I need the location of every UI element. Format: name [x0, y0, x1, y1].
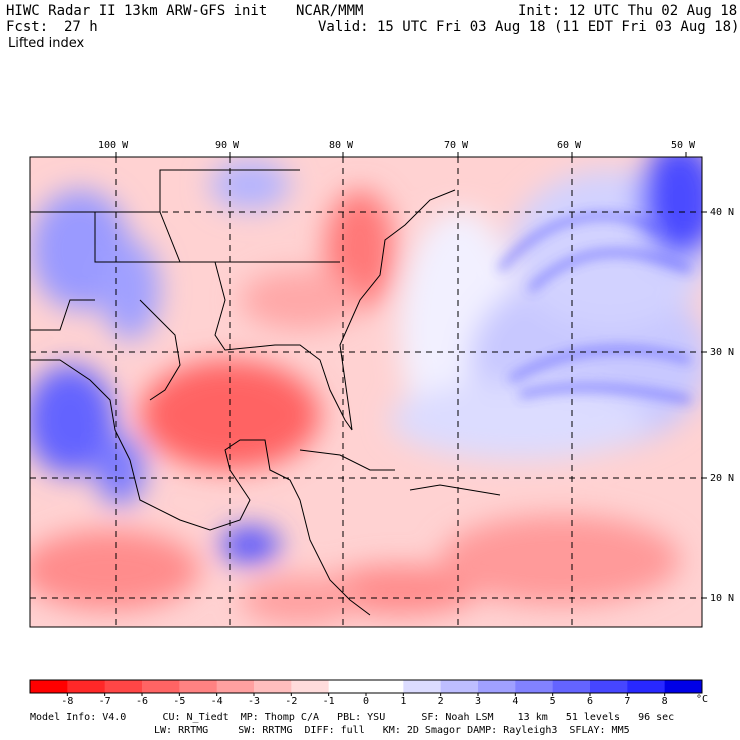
- field-name: Lifted index: [8, 36, 85, 51]
- colorbar-level-label: -5: [173, 696, 186, 707]
- lon-label: 90 W: [215, 140, 240, 151]
- shaded-field: [30, 157, 702, 627]
- colorbar-segment: [366, 680, 404, 693]
- colorbar-level-label: 6: [586, 696, 594, 707]
- colorbar-level-label: -3: [247, 696, 261, 707]
- lat-label: 30 N: [710, 347, 735, 358]
- colorbar-segment: [515, 680, 554, 693]
- model-info-line1: Model Info: V4.0 CU: N_Tiedt MP: Thomp C…: [30, 712, 675, 723]
- lon-label: 70 W: [444, 140, 469, 151]
- lon-label: 50 W: [671, 140, 696, 151]
- colorbar-segment: [179, 680, 218, 693]
- lat-label: 40 N: [710, 207, 735, 218]
- colorbar-segment: [216, 680, 255, 693]
- lat-label: 20 N: [710, 473, 735, 484]
- colorbar-level-label: -1: [322, 696, 335, 707]
- model-title: HIWC Radar II 13km ARW-GFS init: [6, 3, 268, 19]
- colorbar-level-label: 4: [512, 696, 519, 707]
- colorbar-level-label: 5: [549, 696, 556, 707]
- colorbar: [29, 679, 703, 696]
- colorbar-segment: [664, 680, 703, 693]
- colorbar-level-label: 2: [437, 696, 444, 707]
- colorbar-level-label: 3: [474, 696, 482, 707]
- colorbar-level-label: -7: [98, 696, 111, 707]
- colorbar-segment: [552, 680, 591, 693]
- map-frame: [29, 156, 703, 628]
- model-info-line2: LW: RRTMG SW: RRTMG DIFF: full KM: 2D Sm…: [154, 725, 630, 736]
- colorbar-segment: [403, 680, 442, 693]
- colorbar-segment: [254, 680, 292, 693]
- colorbar-unit: °C: [695, 694, 709, 705]
- colorbar-level-label: 1: [400, 696, 407, 707]
- coastlines: [30, 169, 501, 616]
- colorbar-segment: [590, 680, 628, 693]
- valid-time: Valid: 15 UTC Fri 03 Aug 18 (11 EDT Fri …: [318, 19, 740, 35]
- colorbar-level-label: 7: [624, 696, 631, 707]
- colorbar-segment: [142, 680, 180, 693]
- colorbar-level-label: 0: [362, 696, 370, 707]
- colorbar-segment: [67, 680, 106, 693]
- colorbar-segment: [328, 680, 367, 693]
- forecast-label: Fcst:: [6, 19, 49, 35]
- colorbar-segment: [30, 680, 68, 693]
- lat-lon-grid: [30, 157, 702, 627]
- colorbar-level-label: -6: [135, 696, 149, 707]
- colorbar-level-label: -8: [61, 696, 74, 707]
- lon-label: 100 W: [98, 140, 129, 151]
- lat-label: 10 N: [710, 593, 735, 604]
- forecast-hour: 27 h: [64, 19, 98, 35]
- org-label: NCAR/MMM: [296, 3, 364, 19]
- colorbar-level-label: -4: [210, 696, 223, 707]
- colorbar-segment: [440, 680, 479, 693]
- lon-label: 60 W: [557, 140, 582, 151]
- colorbar-level-label: -2: [285, 696, 298, 707]
- init-time: Init: 12 UTC Thu 02 Aug 18: [518, 3, 738, 19]
- colorbar-segment: [104, 680, 143, 693]
- axis-ticks: [115, 152, 707, 599]
- colorbar-segment: [627, 680, 666, 693]
- lon-label: 80 W: [329, 140, 354, 151]
- colorbar-segment: [291, 680, 330, 693]
- colorbar-segment: [478, 680, 516, 693]
- colorbar-level-label: 8: [661, 696, 668, 707]
